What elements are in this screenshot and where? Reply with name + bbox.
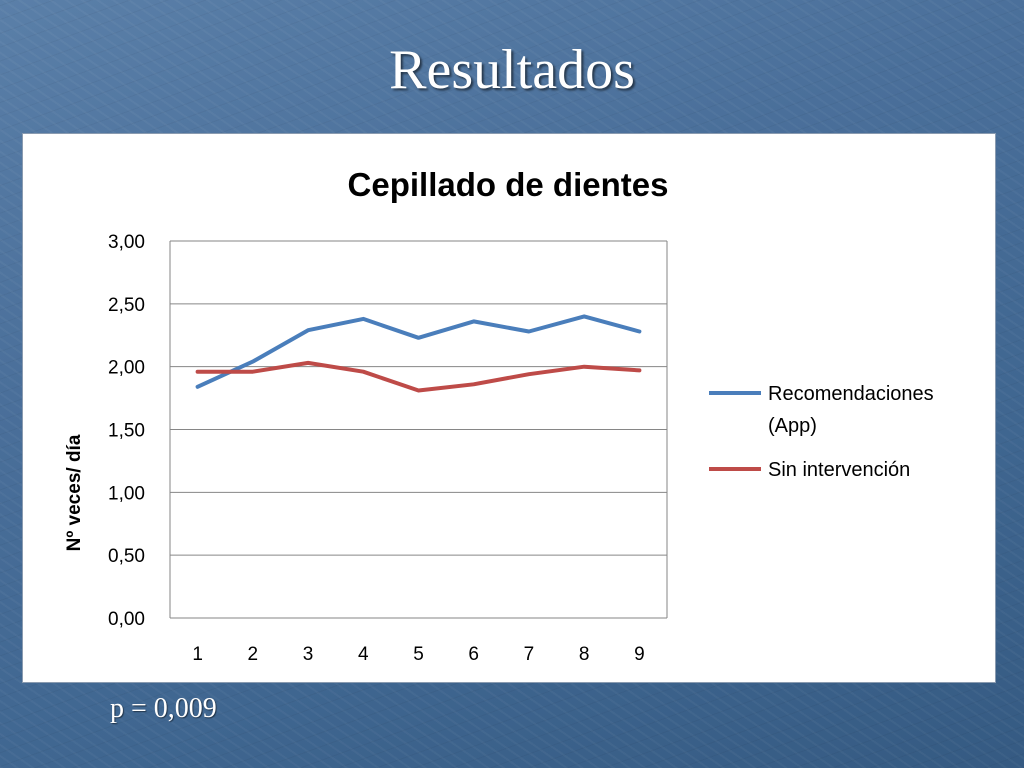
x-tick-label: 1 [192, 644, 203, 665]
x-tick-label: 6 [468, 644, 479, 665]
chart-title: Cepillado de dientes [348, 166, 669, 203]
series-line-2 [195, 360, 642, 393]
x-tick-label: 8 [579, 644, 590, 665]
y-tick-label: 3,00 [108, 232, 145, 253]
p-value-note: p = 0,009 [110, 693, 217, 724]
chart-panel: Cepillado de dientes Nº veces/ día 0,00 0… [22, 133, 996, 683]
y-axis-label: Nº veces/ día [64, 434, 85, 551]
x-tick-label: 5 [413, 644, 424, 665]
x-tick-label: 7 [524, 644, 535, 665]
y-tick-label: 0,50 [108, 546, 145, 567]
x-tick-label: 4 [358, 644, 369, 665]
y-tick-label: 1,00 [108, 483, 145, 504]
series-line-1 [195, 314, 642, 389]
line-chart: Cepillado de dientes Nº veces/ día 0,00 0… [64, 166, 934, 665]
slide-title: Resultados [389, 39, 635, 101]
legend-label: (App) [768, 415, 817, 437]
y-tick-label: 0,00 [108, 609, 145, 630]
y-tick-label: 1,50 [108, 421, 145, 442]
x-tick-label: 3 [303, 644, 314, 665]
legend-label: Recomendaciones [768, 383, 934, 405]
y-tick-label: 2,50 [108, 295, 145, 316]
legend-label: Sin intervención [768, 459, 910, 481]
y-tick-label: 2,00 [108, 358, 145, 379]
x-tick-label: 2 [248, 644, 259, 665]
x-tick-label: 9 [634, 644, 645, 665]
